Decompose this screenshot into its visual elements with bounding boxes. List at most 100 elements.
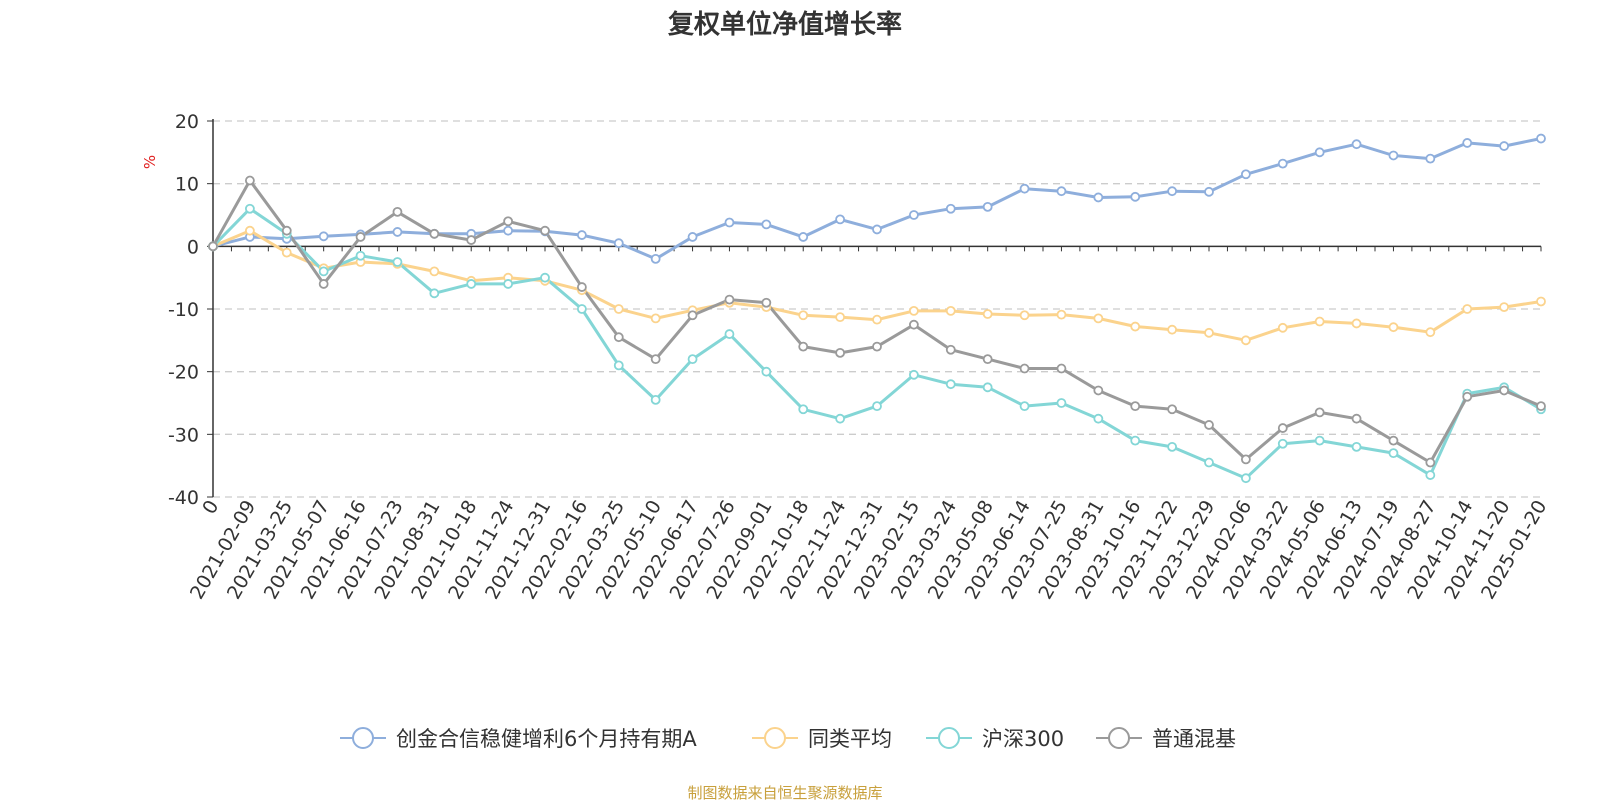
- series-point-3: [1019, 401, 1030, 412]
- y-tick-label: 0: [187, 236, 199, 258]
- series-point-1: [1019, 183, 1030, 194]
- series-point-3: [908, 369, 919, 380]
- series-point-1: [650, 253, 661, 264]
- series-point-2: [1277, 322, 1288, 333]
- series-point-4: [1314, 407, 1325, 418]
- series-point-2: [1536, 296, 1546, 307]
- legend-marker: [764, 727, 786, 749]
- series-point-2: [281, 247, 292, 258]
- x-tick-label: 0: [198, 497, 223, 518]
- series-point-3: [1204, 457, 1214, 468]
- series-point-4: [1462, 391, 1473, 402]
- series-point-1: [872, 224, 882, 235]
- series-point-2: [1093, 313, 1104, 324]
- legend-item-1[interactable]: 创金合信稳健增利6个月持有期A: [340, 727, 697, 751]
- series-point-4: [1277, 423, 1288, 433]
- legend-item-4[interactable]: 普通混基: [1096, 727, 1236, 751]
- series-point-1: [1277, 158, 1288, 169]
- series-point-3: [835, 413, 846, 424]
- source-note: 制图数据来自恒生聚源数据库: [687, 784, 882, 800]
- series-point-4: [1130, 401, 1141, 412]
- series-point-1: [613, 238, 624, 249]
- series-point-3: [466, 279, 477, 289]
- series-point-1: [1056, 186, 1067, 197]
- series-point-4: [576, 282, 587, 292]
- series-point-4: [1167, 404, 1178, 415]
- series-point-3: [503, 279, 514, 289]
- series-point-3: [1240, 473, 1251, 484]
- series-point-3: [1093, 413, 1104, 424]
- series-point-4: [540, 225, 550, 236]
- series-point-4: [945, 344, 956, 355]
- series-point-4: [1093, 385, 1104, 396]
- legend[interactable]: 创金合信稳健增利6个月持有期A 同类平均 沪深300 普通混基: [340, 727, 1236, 751]
- series-point-2: [613, 304, 624, 314]
- y-tick-label: -10: [168, 299, 199, 321]
- series-point-4: [687, 310, 698, 321]
- series-point-3: [650, 394, 661, 405]
- series-point-2: [650, 313, 661, 324]
- series-point-4: [761, 297, 772, 308]
- series-point-4: [1204, 420, 1214, 430]
- series-point-1: [1240, 169, 1251, 180]
- series-point-1: [1499, 141, 1510, 151]
- series-point-1: [724, 217, 735, 228]
- series-point-3: [1314, 435, 1325, 446]
- series-point-2: [1462, 304, 1473, 314]
- legend-marker: [938, 727, 960, 749]
- series-point-3: [613, 360, 624, 371]
- series-point-4: [1536, 401, 1546, 412]
- series-point-4: [613, 332, 624, 343]
- series-point-1: [1425, 153, 1436, 164]
- legend-item-2[interactable]: 同类平均: [752, 727, 892, 751]
- series-point-1: [835, 214, 846, 225]
- series-point-1: [1204, 186, 1214, 197]
- legend-label: 创金合信稳健增利6个月持有期A: [396, 727, 697, 751]
- legend-marker: [1108, 727, 1130, 749]
- y-tick-label: -20: [168, 362, 199, 384]
- series-point-2: [1130, 321, 1141, 332]
- series-point-1: [761, 219, 772, 230]
- series-line-1: [211, 137, 1543, 261]
- series-point-4: [244, 175, 255, 186]
- series-point-3: [761, 366, 772, 377]
- series-point-2: [835, 312, 846, 323]
- series-point-4: [1056, 363, 1067, 374]
- series-point-3: [1056, 398, 1067, 408]
- series-point-2: [798, 310, 809, 321]
- series-point-4: [1425, 457, 1436, 468]
- series-point-4: [318, 279, 329, 289]
- series-point-4: [355, 232, 366, 242]
- legend-item-3[interactable]: 沪深300: [926, 727, 1064, 751]
- series-point-3: [1277, 438, 1288, 449]
- series-point-3: [687, 354, 698, 365]
- chart-title: 复权单位净值增长率: [668, 9, 902, 40]
- series-point-2: [908, 305, 919, 316]
- series-point-1: [1167, 186, 1178, 197]
- series-point-3: [872, 401, 882, 412]
- series-point-1: [982, 201, 993, 212]
- series-point-2: [982, 309, 993, 319]
- series-point-1: [687, 232, 698, 242]
- series-point-4: [982, 354, 993, 365]
- series-point-2: [872, 314, 882, 325]
- series-point-4: [1388, 435, 1399, 446]
- series-point-2: [1056, 309, 1067, 320]
- series-point-3: [1425, 470, 1436, 480]
- series-point-4: [1351, 413, 1362, 424]
- series-point-4: [724, 294, 735, 305]
- series-point-1: [1536, 133, 1546, 144]
- y-tick-label: -30: [168, 424, 199, 446]
- series-point-1: [392, 227, 403, 237]
- series-point-1: [1130, 191, 1141, 202]
- series-point-2: [244, 225, 255, 236]
- legend-label: 沪深300: [982, 727, 1064, 751]
- series-point-3: [1130, 435, 1141, 446]
- series-point-2: [1240, 335, 1251, 346]
- series-point-3: [392, 257, 403, 267]
- series-points: [208, 133, 1546, 484]
- series-point-3: [576, 304, 587, 314]
- series-point-4: [1499, 385, 1510, 396]
